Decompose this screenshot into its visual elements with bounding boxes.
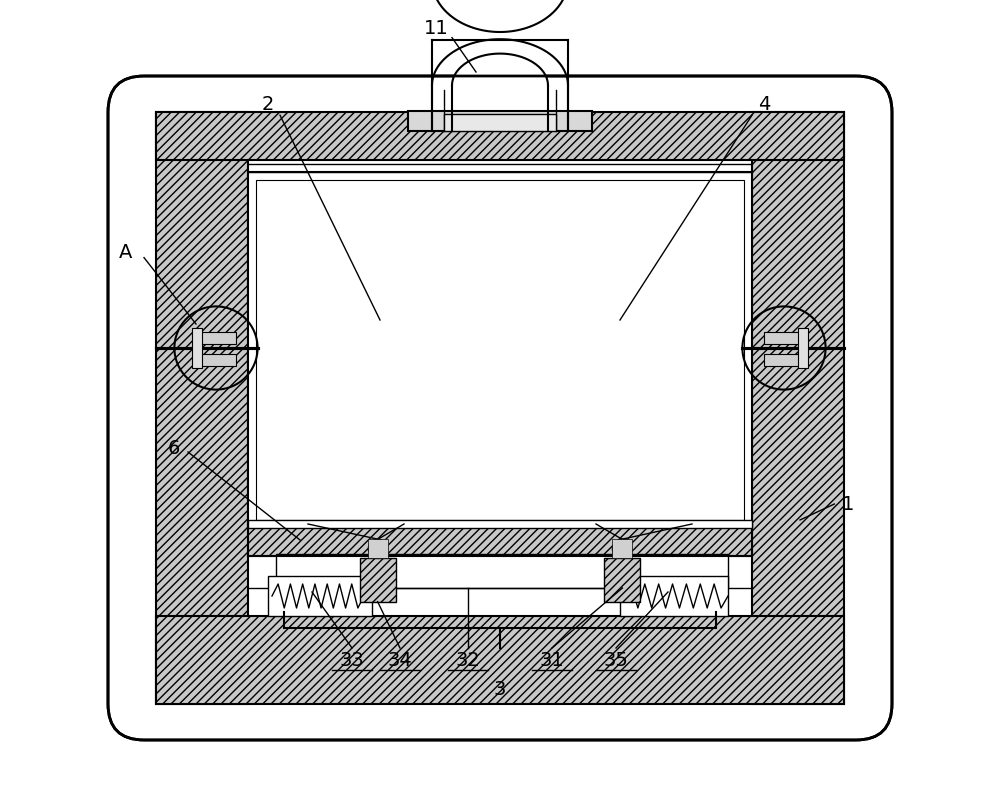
Bar	[752, 112, 844, 704]
Bar	[612, 539, 632, 558]
Text: 11: 11	[424, 18, 448, 38]
Bar	[276, 554, 728, 588]
Bar	[368, 539, 388, 558]
Bar	[360, 558, 396, 602]
Bar	[408, 111, 592, 131]
Text: 35: 35	[604, 650, 628, 670]
Text: 31: 31	[540, 650, 564, 670]
Polygon shape	[432, 54, 568, 86]
Bar	[620, 576, 728, 616]
Bar	[268, 576, 372, 616]
Bar	[604, 558, 640, 602]
Bar	[196, 354, 236, 366]
Bar	[764, 332, 804, 344]
Text: 33: 33	[340, 650, 364, 670]
FancyBboxPatch shape	[108, 76, 892, 740]
Bar	[248, 520, 752, 528]
Bar	[192, 328, 202, 368]
Bar	[156, 112, 248, 704]
Bar	[156, 112, 844, 160]
Bar	[256, 180, 744, 520]
Bar	[196, 332, 236, 344]
Text: 2: 2	[262, 94, 274, 114]
Bar	[156, 616, 844, 704]
Text: 6: 6	[167, 438, 180, 458]
Text: A: A	[119, 242, 132, 262]
Text: 34: 34	[388, 650, 412, 670]
Text: 3: 3	[494, 680, 506, 699]
Bar	[248, 172, 752, 528]
Text: 32: 32	[456, 650, 480, 670]
Bar	[248, 524, 752, 556]
Bar	[798, 328, 808, 368]
Bar	[764, 354, 804, 366]
Text: 4: 4	[758, 94, 770, 114]
Text: 1: 1	[842, 494, 854, 514]
Bar	[444, 114, 556, 131]
